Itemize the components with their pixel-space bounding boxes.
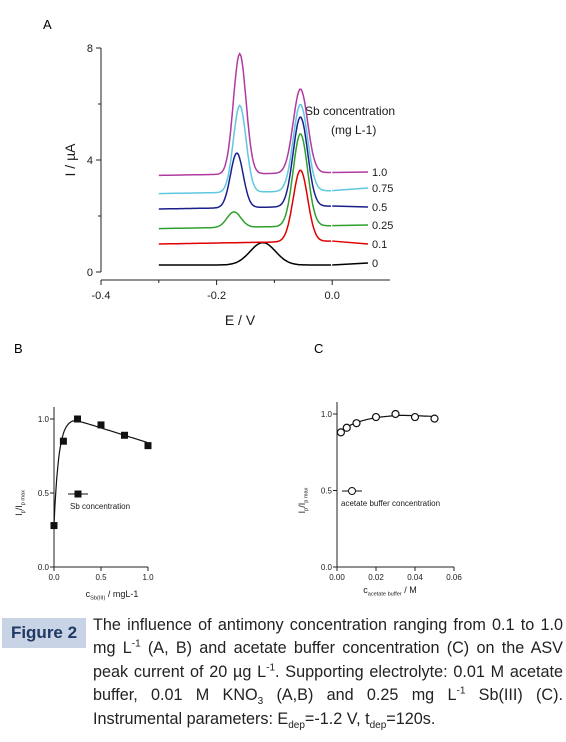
- x-axis-label: cSb(III) / mgL-1: [86, 589, 139, 602]
- caption-seg: =120s.: [386, 709, 436, 728]
- series-label: 0.5: [372, 202, 387, 214]
- data-point: [97, 421, 105, 429]
- caption-seg: -1: [266, 662, 276, 674]
- data-point: [144, 442, 152, 450]
- caption-seg: -1: [456, 685, 466, 697]
- y-tick-label: 8: [87, 43, 93, 55]
- data-point: [371, 412, 381, 422]
- y-axis-label: Ip/Ip max: [297, 487, 310, 513]
- series-tail: [332, 205, 369, 208]
- x-tick-label: 0.5: [95, 573, 107, 582]
- legend-marker: [74, 490, 82, 498]
- x-tick-label: 0.0: [48, 573, 60, 582]
- data-point: [336, 428, 345, 437]
- series-label: 0.1: [372, 239, 387, 251]
- series-line: [158, 103, 331, 195]
- legend-label: acetate buffer concentration: [341, 499, 440, 508]
- x-tick-label: 0.0: [325, 290, 340, 302]
- y-axis-label-part: p: [304, 508, 310, 511]
- y-axis-label-part: p: [21, 510, 27, 513]
- series-line: [158, 116, 331, 210]
- caption-seg: Sb(III) (C). Instrumental parameters: E: [93, 686, 563, 728]
- data-point: [391, 409, 400, 419]
- y-tick-label: 1.0: [321, 410, 333, 419]
- panel-label-c: C: [314, 341, 323, 356]
- data-point: [430, 414, 439, 423]
- figure-plot-area: A B C 0 4 8 -0.4 -0.2 0.0 E / V I / µA Sb concen…: [14, 17, 462, 602]
- series-tail: [332, 187, 369, 192]
- caption-seg: 3: [257, 696, 264, 708]
- y-axis-label-part: I: [297, 511, 307, 514]
- series-line: [158, 52, 331, 177]
- y-tick-label: 0.5: [321, 487, 333, 496]
- series-label: 0.75: [372, 183, 393, 195]
- chart-a: 0 4 8 -0.4 -0.2 0.0 E / V I / µA Sb concentratio…: [62, 43, 395, 328]
- figure-caption: The influence of antimony concentration …: [93, 614, 563, 731]
- caption-seg: dep: [288, 719, 305, 731]
- series-tail: [332, 224, 369, 227]
- y-axis-label-part: p max: [21, 490, 27, 505]
- y-tick-label: 0.0: [38, 563, 50, 572]
- data-point: [342, 423, 351, 432]
- x-axis-label: E / V: [225, 312, 256, 328]
- series-label: 0.25: [372, 220, 393, 232]
- series-label: 1.0: [372, 167, 387, 179]
- figure-label: Figure 2: [2, 618, 86, 648]
- y-tick-label: 0.0: [321, 563, 333, 572]
- caption-seg: . Supporting electrolyte: 0.01 M acetate…: [93, 662, 563, 705]
- y-tick-label: 1.0: [38, 415, 50, 424]
- panel-label-a: A: [43, 17, 52, 32]
- x-axis-label-part: c: [86, 589, 91, 599]
- x-axis-label-part: Sb(III): [90, 596, 105, 602]
- data-point: [121, 431, 128, 439]
- caption-seg: =-1.2 V, t: [304, 709, 370, 728]
- series-line: [158, 241, 331, 266]
- series-line: [158, 169, 331, 245]
- y-axis-label-part: /I: [14, 505, 24, 510]
- caption-seg: (A,B) and 0.25 mg L: [263, 686, 457, 705]
- x-axis-label-part: acetate buffer: [368, 592, 402, 598]
- x-tick-label: 1.0: [142, 573, 154, 582]
- data-point: [50, 522, 58, 530]
- x-axis-label-part: / M: [402, 585, 417, 595]
- x-tick-label: -0.2: [207, 290, 226, 302]
- series-tail: [332, 240, 369, 245]
- series-tail: [332, 262, 369, 266]
- y-tick-label: 0: [87, 267, 93, 279]
- data-point: [74, 415, 81, 423]
- caption-seg: (A, B) and acetate buffer concentration …: [93, 639, 563, 681]
- x-tick-label: 0.02: [368, 573, 384, 582]
- legend-unit: (mg L-1): [331, 123, 376, 137]
- series-label: 0: [372, 258, 378, 270]
- x-tick-label: 0.04: [407, 573, 423, 582]
- legend-label: Sb concentration: [70, 502, 130, 511]
- x-axis-label-part: / mgL-1: [105, 589, 138, 599]
- series-line: [158, 133, 331, 230]
- y-axis-label: I / µA: [62, 143, 78, 177]
- x-tick-label: 0.00: [329, 573, 345, 582]
- y-tick-label: 4: [87, 155, 93, 167]
- x-axis-label-part: c: [363, 585, 368, 595]
- caption-seg: The influence of antimony concentration …: [93, 616, 563, 658]
- data-point: [352, 419, 361, 428]
- panel-label-b: B: [14, 341, 23, 356]
- x-tick-label: -0.4: [92, 290, 111, 302]
- figure-caption-block: Figure 2 The influence of antimony conce…: [0, 612, 566, 742]
- data-point: [410, 412, 420, 422]
- y-tick-label: 0.5: [38, 489, 50, 498]
- legend-title: Sb concentration: [305, 104, 395, 118]
- caption-seg: dep: [369, 719, 387, 731]
- legend-marker: [348, 487, 356, 495]
- y-axis-label-part: p max: [304, 487, 310, 502]
- x-axis-label: cacetate buffer / M: [363, 585, 417, 598]
- data-point: [59, 437, 67, 445]
- y-axis-label-part: /I: [297, 503, 307, 508]
- y-axis-label: Ip/Ip max: [14, 490, 27, 516]
- caption-seg: -1: [131, 639, 141, 651]
- x-tick-label: 0.06: [446, 573, 462, 582]
- y-axis-label-part: I: [14, 513, 24, 516]
